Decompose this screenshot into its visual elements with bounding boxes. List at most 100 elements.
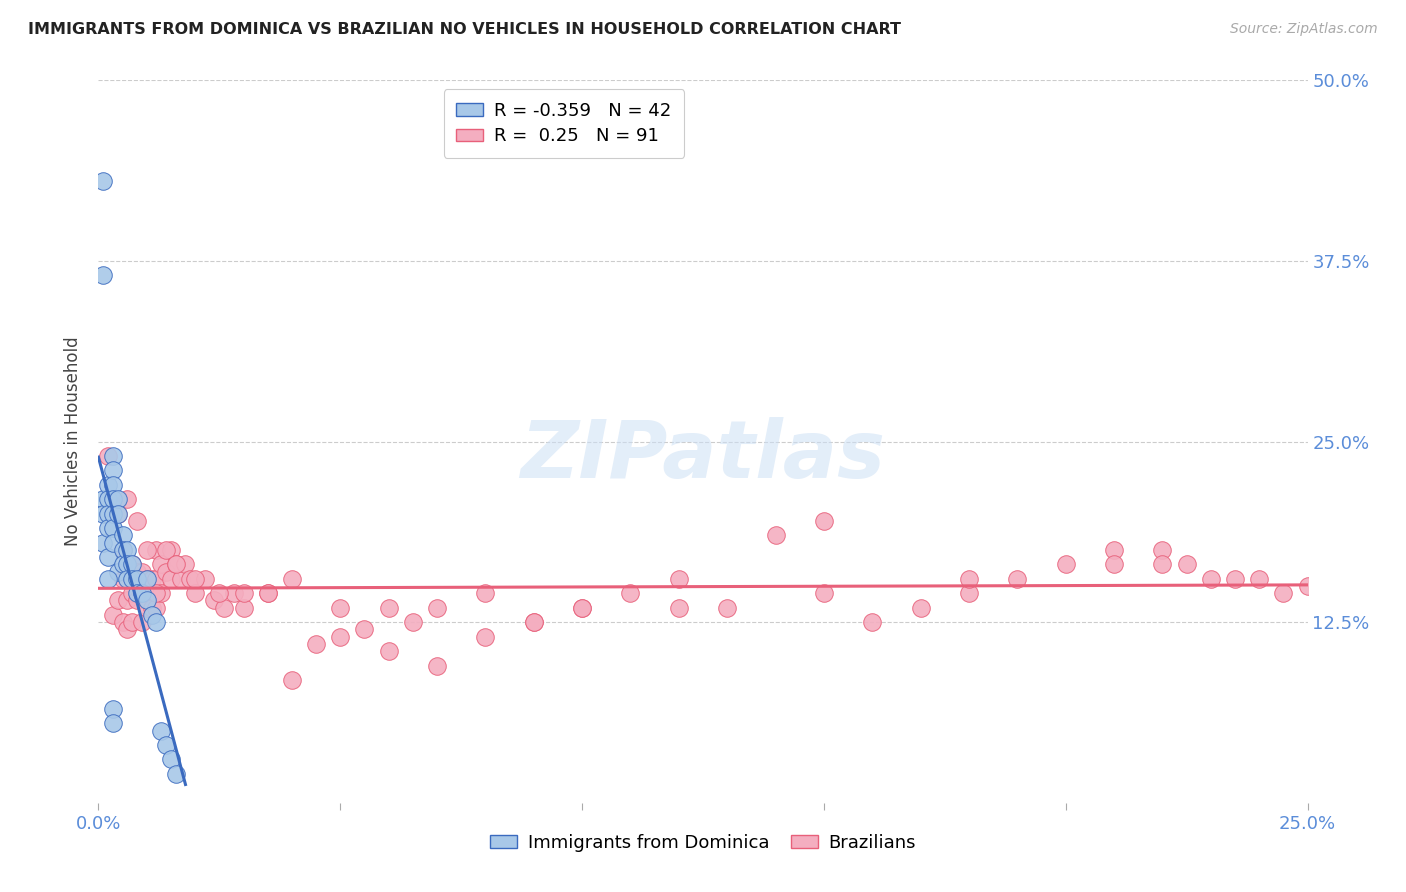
Point [111, 542, 134, 557]
Point [117, 572, 139, 586]
Point [127, 586, 149, 600]
Point [571, 600, 593, 615]
Point [1223, 572, 1246, 586]
Point [281, 673, 304, 687]
Point [145, 615, 167, 630]
Point [426, 600, 449, 615]
Point [91, 507, 114, 521]
Point [131, 565, 153, 579]
Point [111, 572, 134, 586]
Point [101, 492, 124, 507]
Point [179, 572, 201, 586]
Point [117, 565, 139, 579]
Point [141, 600, 163, 615]
Point [97, 550, 120, 565]
Point [111, 558, 134, 572]
Point [474, 586, 496, 600]
Point [101, 521, 124, 535]
Point [232, 586, 254, 600]
Point [160, 752, 183, 766]
Point [1007, 572, 1029, 586]
Point [145, 586, 167, 600]
Point [619, 586, 641, 600]
Point [160, 542, 183, 557]
Text: ZIPatlas: ZIPatlas [520, 417, 886, 495]
Y-axis label: No Vehicles in Household: No Vehicles in Household [65, 336, 83, 547]
Point [232, 600, 254, 615]
Point [256, 586, 278, 600]
Point [117, 593, 139, 607]
Point [131, 615, 153, 630]
Point [111, 528, 134, 542]
Point [117, 542, 139, 557]
Point [1296, 579, 1319, 593]
Point [97, 507, 120, 521]
Point [101, 449, 124, 463]
Point [135, 593, 157, 607]
Point [91, 268, 114, 283]
Legend: Immigrants from Dominica, Brazilians: Immigrants from Dominica, Brazilians [482, 826, 924, 859]
Point [860, 615, 883, 630]
Point [91, 535, 114, 549]
Point [155, 738, 177, 752]
Point [135, 600, 157, 615]
Point [281, 572, 304, 586]
Point [813, 586, 835, 600]
Point [1249, 572, 1271, 586]
Point [131, 586, 153, 600]
Point [353, 623, 375, 637]
Point [523, 615, 546, 630]
Point [101, 507, 124, 521]
Point [1199, 572, 1222, 586]
Point [127, 593, 149, 607]
Point [117, 623, 139, 637]
Point [377, 644, 399, 658]
Point [305, 637, 328, 651]
Point [957, 572, 980, 586]
Point [121, 586, 143, 600]
Text: IMMIGRANTS FROM DOMINICA VS BRAZILIAN NO VEHICLES IN HOUSEHOLD CORRELATION CHART: IMMIGRANTS FROM DOMINICA VS BRAZILIAN NO… [28, 22, 901, 37]
Point [145, 600, 167, 615]
Point [160, 572, 183, 586]
Point [329, 600, 352, 615]
Point [101, 535, 124, 549]
Point [117, 492, 139, 507]
Point [402, 615, 425, 630]
Point [1102, 558, 1125, 572]
Point [765, 528, 787, 542]
Point [377, 600, 399, 615]
Point [1152, 542, 1174, 557]
Point [101, 607, 124, 622]
Point [141, 572, 163, 586]
Point [204, 593, 226, 607]
Point [174, 558, 197, 572]
Point [127, 514, 149, 528]
Point [121, 558, 143, 572]
Point [150, 723, 173, 738]
Point [194, 572, 217, 586]
Point [101, 478, 124, 492]
Point [97, 478, 120, 492]
Point [184, 586, 207, 600]
Point [474, 630, 496, 644]
Point [155, 565, 177, 579]
Point [127, 572, 149, 586]
Point [1054, 558, 1077, 572]
Point [208, 586, 231, 600]
Point [523, 615, 546, 630]
Point [107, 507, 129, 521]
Point [668, 572, 690, 586]
Point [910, 600, 932, 615]
Text: Source: ZipAtlas.com: Source: ZipAtlas.com [1230, 22, 1378, 37]
Point [111, 615, 134, 630]
Point [135, 542, 157, 557]
Point [212, 600, 235, 615]
Point [1152, 558, 1174, 572]
Point [571, 600, 593, 615]
Point [668, 600, 690, 615]
Point [91, 174, 114, 188]
Point [165, 767, 187, 781]
Point [97, 572, 120, 586]
Point [716, 600, 738, 615]
Point [127, 565, 149, 579]
